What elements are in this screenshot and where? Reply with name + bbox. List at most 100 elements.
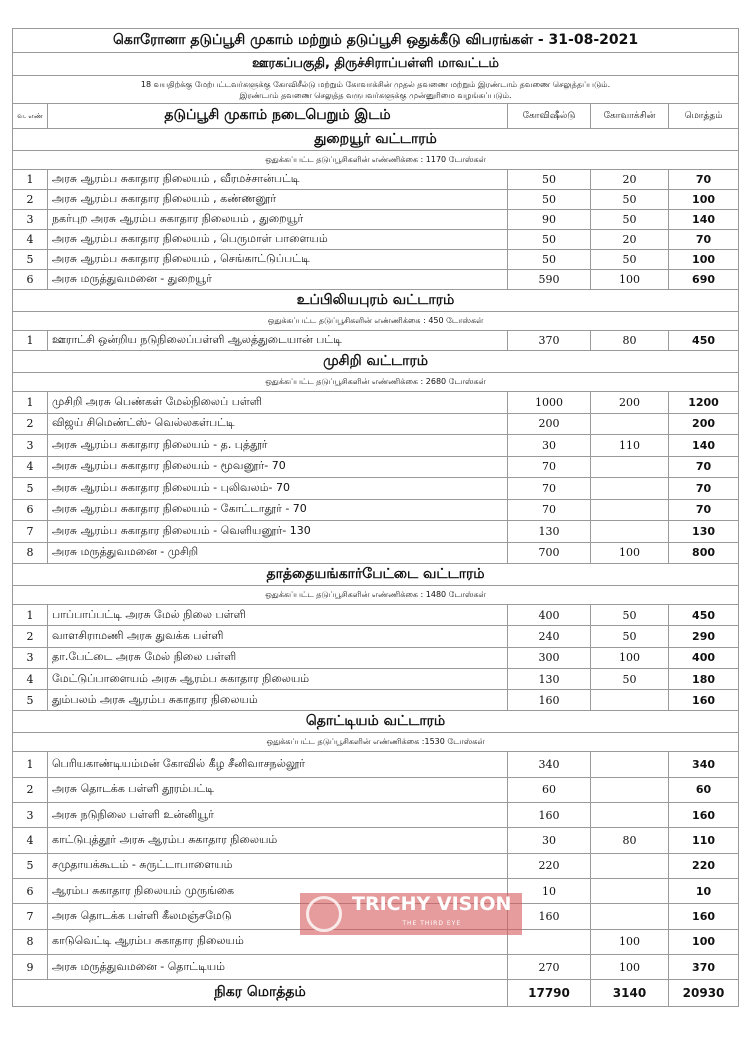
cell-covishield: 1000 [507, 391, 591, 414]
table-row: 8 அரசு மருத்துவமனை - முசிறி 700 100 800 [12, 541, 740, 564]
cell-place: அரசு ஆரம்ப சுகாதார நிலையம் - த. புத்தூர் [47, 434, 508, 457]
cell-place: காட்டுபுத்தூர் அரசு ஆரம்ப சுகாதார நிலையம… [47, 827, 508, 854]
block-heading-row: உப்பிலியபுரம் வட்டாரம் [11, 289, 740, 312]
cell-total: 70 [667, 169, 740, 190]
cell-covaxin: 50 [590, 209, 669, 230]
cell-total: 800 [667, 541, 740, 564]
cell-covishield: 90 [507, 209, 591, 230]
cell-sno: 6 [12, 498, 48, 521]
cell-covishield: 50 [507, 189, 591, 210]
note-line-1: 18 வயதிற்க்கு மேற்பட்டவர்களுக்கு கோவிசீல… [140, 79, 611, 89]
cell-covaxin [590, 903, 669, 930]
grand-total-total: 20930 [667, 979, 740, 1008]
cell-sno: 1 [12, 169, 48, 190]
cell-sno: 3 [12, 802, 48, 829]
table-row: 2 விஜய் சிமெண்ட்ஸ்- வெல்லகள்பட்டி 200 200 [12, 412, 740, 435]
cell-place: வாளசிராமணி அரசு துவக்க பள்ளி [47, 625, 508, 648]
table-row: 6 ஆரம்ப சுகாதார நிலையம் முருங்கை 10 10 [12, 877, 740, 905]
cell-total: 400 [667, 646, 740, 669]
watermark-name: TRICHY VISION [352, 893, 512, 915]
cell-covaxin: 100 [590, 541, 669, 564]
cell-place: அரசு மருத்துவமனை - தொட்டியம் [47, 953, 508, 981]
cell-place: தா.பேட்டை அரசு மேல் நிலை பள்ளி [47, 646, 508, 669]
document-subtitle: ஊரகப்பகுதி, திருச்சிராப்பள்ளி மாவட்டம் [11, 52, 740, 76]
cell-sno: 7 [12, 520, 48, 543]
cell-covaxin [590, 689, 669, 712]
cell-place: மேட்டுப்பாளையம் அரசு ஆரம்ப சுகாதார நிலைய… [47, 667, 508, 691]
cell-place: அரசு மருத்துவமனை - முசிறி [47, 541, 508, 564]
cell-place: அரசு ஆரம்ப சுகாதார நிலையம் , வீரமச்சான்ப… [47, 169, 508, 190]
cell-sno: 3 [12, 646, 48, 669]
cell-covaxin: 80 [590, 827, 669, 854]
cell-place: அரசு ஆரம்ப சுகாதார நிலையம் - கோட்டாதூர் … [47, 498, 508, 521]
cell-covaxin [590, 852, 669, 879]
cell-covishield: 300 [507, 646, 591, 669]
cell-covishield: 370 [507, 330, 591, 351]
cell-sno: 2 [12, 412, 48, 435]
cell-covaxin [590, 776, 669, 804]
table-row: 3 அரசு நடுநிலை பள்ளி உன்னியூர் 160 160 [12, 802, 740, 829]
cell-covishield: 30 [507, 434, 591, 457]
cell-covishield: 700 [507, 541, 591, 564]
cell-place: விஜய் சிமெண்ட்ஸ்- வெல்லகள்பட்டி [47, 412, 508, 435]
cell-covaxin: 100 [590, 269, 669, 290]
cell-total: 70 [667, 477, 740, 500]
cell-covishield: 50 [507, 249, 591, 270]
table-header: வ. எண் தடுப்பூசி முகாம் நடைபெறும் இடம் க… [12, 103, 740, 129]
cell-place: அரசு நடுநிலை பள்ளி உன்னியூர் [47, 802, 508, 829]
cell-sno: 4 [12, 827, 48, 854]
cell-sno: 8 [12, 928, 48, 955]
cell-covishield: 340 [507, 751, 591, 778]
cell-covishield: 160 [507, 802, 591, 829]
cell-covaxin: 50 [590, 189, 669, 210]
header-covishield: கோவிஷீல்டு [507, 103, 591, 129]
cell-sno: 9 [12, 953, 48, 981]
cell-covaxin [590, 751, 669, 778]
cell-place: சமுதாயக்கூடம் - சுருட்டாபாளையம் [47, 852, 508, 879]
block-heading-row: தொட்டியம் வட்டாரம் [11, 710, 740, 734]
header-sno: வ. எண் [12, 103, 48, 129]
cell-total: 370 [667, 953, 740, 981]
grand-total-covaxin: 3140 [590, 979, 669, 1008]
table-row: 1 அரசு ஆரம்ப சுகாதார நிலையம் , வீரமச்சான்… [12, 169, 740, 190]
grand-total-label: நிகர மொத்தம் [12, 979, 508, 1008]
cell-sno: 2 [12, 625, 48, 648]
table-row: 1 பெரியகாண்டியம்மன் கோவில் கீழ சீனிவாசநல்… [12, 751, 740, 778]
cell-covishield: 50 [507, 169, 591, 190]
cell-sno: 1 [12, 330, 48, 351]
table-row: 4 மேட்டுப்பாளையம் அரசு ஆரம்ப சுகாதார நிலை… [12, 667, 740, 691]
eligibility-note: 18 வயதிற்க்கு மேற்பட்டவர்களுக்கு கோவிசீல… [11, 75, 740, 104]
cell-sno: 5 [12, 689, 48, 712]
allocation-row: ஒதுக்கப்பட்ட தடுப்பூசிகளின் எண்ணிக்கை : … [11, 311, 740, 331]
cell-total: 220 [667, 852, 740, 879]
cell-covishield: 220 [507, 852, 591, 879]
cell-sno: 8 [12, 541, 48, 564]
cell-covaxin: 100 [590, 953, 669, 981]
cell-total: 110 [667, 827, 740, 854]
table-row: 6 அரசு மருத்துவமனை - துறையூர் 590 100 690 [12, 269, 740, 290]
grand-total-covishield: 17790 [507, 979, 591, 1008]
cell-place: பாப்பாப்பட்டி அரசு மேல் நிலை பள்ளி [47, 603, 508, 627]
cell-total: 60 [667, 776, 740, 804]
table-row: 7 அரசு ஆரம்ப சுகாதார நிலையம் - வெளியனூர்-… [12, 520, 740, 543]
cell-place: காடுவெட்டி ஆரம்ப சுகாதார நிலையம் [47, 928, 508, 955]
note-line-2: இரண்டாம் தவணை செலுத்த வருபவர்களுக்கு முன… [239, 90, 512, 100]
table-row: 2 அரசு ஆரம்ப சுகாதார நிலையம் , கண்ணனூர் 50… [12, 189, 740, 210]
cell-total: 160 [667, 903, 740, 930]
cell-total: 100 [667, 189, 740, 210]
block-name: தாத்தையங்கார்பேட்டை வட்டாரம் [11, 563, 740, 586]
table-row: 1 ஊராட்சி ஒன்றிய நடுநிலைப்பள்ளி ஆலத்துடைய… [12, 330, 740, 351]
allocation-row: ஒதுக்கப்பட்ட தடுப்பூசிகளின் எண்ணிக்கை : … [11, 585, 740, 605]
cell-total: 140 [667, 209, 740, 230]
trichy-vision-watermark: TRICHY VISION THE THIRD EYE [300, 893, 522, 935]
cell-sno: 5 [12, 852, 48, 879]
cell-sno: 2 [12, 189, 48, 210]
cell-covishield: 270 [507, 953, 591, 981]
table-row: 9 அரசு மருத்துவமனை - தொட்டியம் 270 100 370 [12, 953, 740, 981]
cell-total: 100 [667, 928, 740, 955]
watermark-tagline: THE THIRD EYE [402, 920, 462, 927]
cell-sno: 2 [12, 776, 48, 804]
table-row: 2 அரசு தொடக்க பள்ளி தூரம்பட்டி 60 60 [12, 776, 740, 804]
block-name: முசிறி வட்டாரம் [11, 350, 740, 373]
cell-total: 130 [667, 520, 740, 543]
